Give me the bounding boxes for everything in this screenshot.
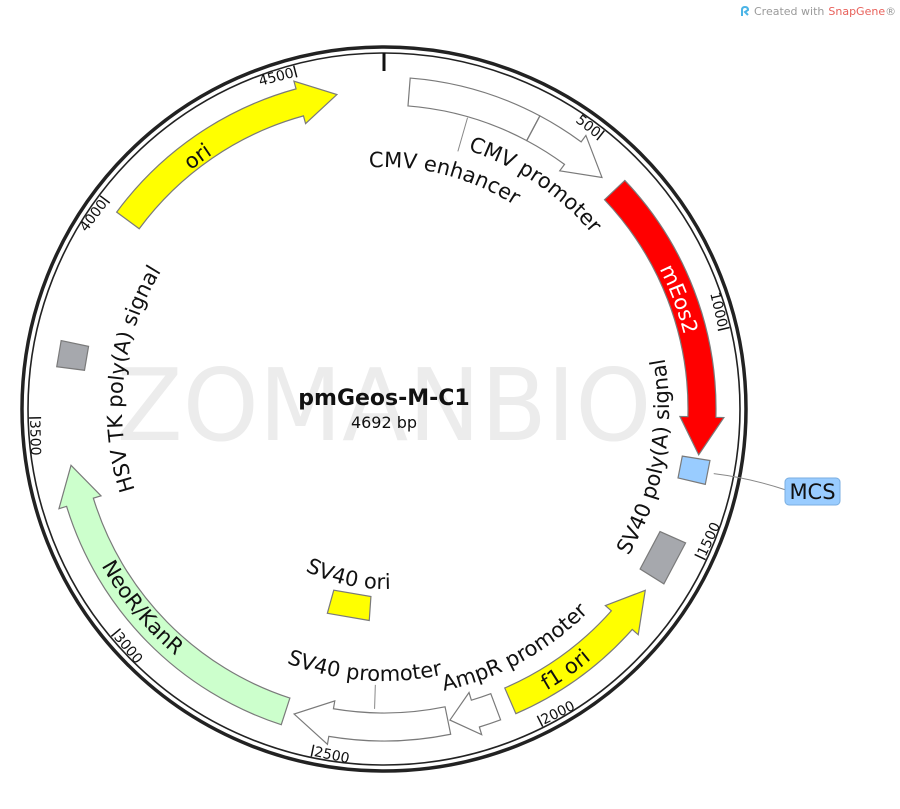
tick-mark [99, 195, 111, 204]
feature-ori[interactable] [115, 80, 339, 230]
feature-label-sv40-promoter: SV40 promoter [285, 645, 444, 686]
feature-cmv-promoter[interactable] [525, 115, 603, 179]
tick-label: 1000 [706, 291, 730, 329]
tick-label: 4000 [77, 197, 111, 235]
features [56, 77, 726, 746]
plasmid-length: 4692 bp [351, 413, 417, 432]
plasmid-name: pmGeos-M-C1 [298, 386, 469, 411]
feature-sv40-poly-a-signal[interactable] [639, 530, 687, 585]
tick-label: 3500 [26, 420, 43, 456]
feature-neor-kanr[interactable] [58, 464, 291, 726]
tick-mark [717, 326, 730, 331]
tick-mark [110, 628, 122, 637]
tick-mark [596, 130, 605, 141]
feature-sv40-ori[interactable] [326, 589, 372, 622]
feature-ampr-promoter[interactable] [449, 691, 502, 736]
tick-mark [694, 553, 706, 561]
leader-line [457, 117, 469, 152]
credit-prefix: Created with [754, 5, 825, 18]
feature-divider [526, 115, 541, 141]
tick-label: 2000 [539, 698, 578, 728]
feature-f1-ori[interactable] [503, 589, 647, 715]
feature-label-sv40-ori: SV40 ori [303, 553, 391, 594]
snapgene-credit: Created with SnapGene® [740, 5, 896, 18]
backbone-outer-ring [20, 45, 748, 773]
tick-label: 2500 [313, 744, 351, 767]
mcs-label-box[interactable] [784, 477, 841, 506]
feature-hsv-tk-poly-a-signal[interactable] [56, 339, 90, 371]
credit-suffix: ® [885, 5, 897, 18]
tick-label: 1500 [695, 520, 725, 559]
tick-mark [536, 715, 544, 727]
tick-mark [310, 744, 315, 757]
feature-label-text: SV40 ori [303, 553, 391, 594]
watermark: ZOMANBIO [117, 347, 652, 464]
feature-sv40-promoter[interactable] [292, 700, 452, 746]
leader-line [374, 684, 376, 709]
feature-meos2[interactable] [603, 179, 726, 457]
feature-cmv-enhancer[interactable] [407, 77, 541, 142]
leader-line [713, 473, 787, 491]
feature-label-mcs: MCS [789, 480, 835, 504]
feature-mcs[interactable] [677, 455, 711, 486]
tick-mark [293, 65, 298, 78]
snapgene-logo-icon [741, 6, 750, 16]
feature-label-text: SV40 promoter [285, 645, 444, 686]
credit-brand: SnapGene [828, 5, 886, 18]
